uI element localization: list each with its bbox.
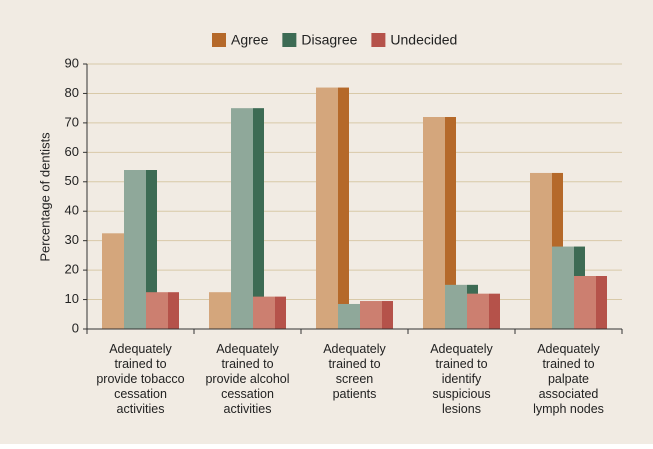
x-tick-label: Adequately trained to provide tobacco cessa… xyxy=(96,342,184,416)
y-tick-label: 40 xyxy=(65,203,79,218)
y-tick-label: 70 xyxy=(65,114,79,129)
bar-face xyxy=(360,301,382,329)
bar-side xyxy=(596,276,607,329)
bar-face xyxy=(338,303,360,329)
bar xyxy=(146,292,179,329)
bar-side xyxy=(168,292,179,329)
y-tick-label: 30 xyxy=(65,232,79,247)
y-tick-label: 50 xyxy=(65,173,79,188)
bar-face xyxy=(423,117,445,329)
bar xyxy=(574,276,607,329)
bar-side xyxy=(146,170,157,329)
bar-side xyxy=(445,117,456,329)
legend-swatch xyxy=(282,33,297,47)
y-axis-label: Percentage of dentists xyxy=(37,132,52,262)
x-tick-label: Adequately trained to palpate associated lym… xyxy=(533,342,604,416)
bar-face xyxy=(445,284,467,329)
bar-side xyxy=(489,293,500,329)
legend-label: Agree xyxy=(231,32,269,48)
bar-side xyxy=(338,87,349,329)
bar xyxy=(423,117,456,329)
bar xyxy=(231,108,264,330)
y-tick-label: 80 xyxy=(65,85,79,100)
y-tick-label: 60 xyxy=(65,144,79,159)
x-tick-label: Adequately trained to identify suspicious le… xyxy=(430,342,493,416)
x-tick-label: Adequately trained to provide alcohol cessa… xyxy=(205,342,289,416)
bar-face xyxy=(146,292,168,329)
legend-label: Disagree xyxy=(301,32,357,48)
bar-face xyxy=(102,233,124,329)
bar xyxy=(124,170,157,329)
bar-face xyxy=(467,293,489,329)
bar-face xyxy=(231,108,253,330)
bar-side xyxy=(382,301,393,329)
bar-face xyxy=(124,170,146,329)
legend-swatch xyxy=(371,33,386,47)
bar-face xyxy=(530,172,552,329)
legend-swatch xyxy=(212,33,226,47)
bar xyxy=(253,296,286,329)
y-tick-label: 20 xyxy=(65,262,79,277)
bar-face xyxy=(574,276,596,329)
legend-label: Undecided xyxy=(390,32,457,48)
bar-face xyxy=(253,296,275,329)
x-tick-label: Adequately trained to screen patients xyxy=(323,342,386,401)
y-tick-label: 90 xyxy=(65,55,79,70)
bar xyxy=(360,301,393,329)
bar-side xyxy=(275,296,286,329)
bar xyxy=(316,87,349,329)
bar-face xyxy=(316,87,338,329)
bar-face xyxy=(209,292,231,329)
y-tick-label: 0 xyxy=(72,320,79,335)
bar-face xyxy=(552,246,574,329)
bar-side xyxy=(253,108,264,330)
bar xyxy=(467,293,500,329)
y-tick-label: 10 xyxy=(65,291,79,306)
